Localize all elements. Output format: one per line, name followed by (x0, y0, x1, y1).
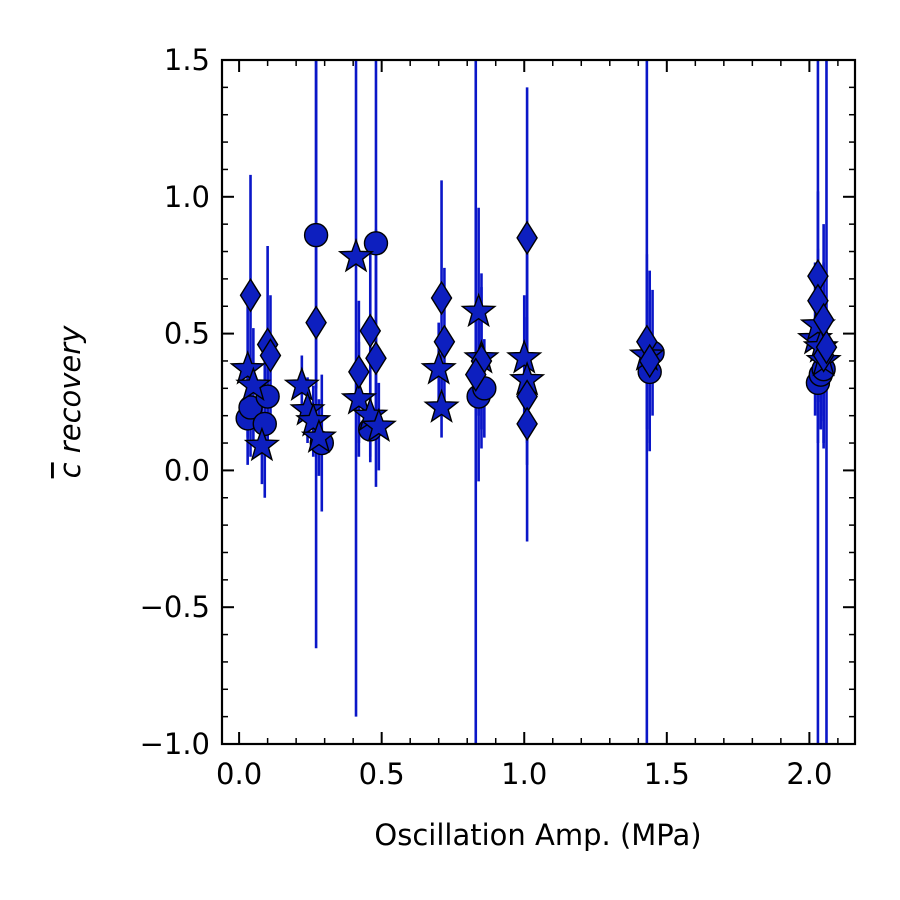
circle-point (363, 231, 389, 256)
diamond-point (516, 406, 538, 442)
star-point (229, 350, 266, 385)
star-point (360, 407, 397, 443)
x-tick-label: 0.0 (216, 757, 262, 791)
marker-layer (229, 220, 842, 462)
star-point (243, 426, 281, 462)
y-tick-label: 0.0 (164, 453, 210, 487)
circle-point (303, 222, 329, 248)
x-tick-label: 0.5 (359, 757, 405, 791)
diamond-point (259, 338, 282, 373)
circle-point (252, 411, 277, 437)
diamond-point (433, 324, 456, 360)
x-axis-title: Oscillation Amp. (MPa) (374, 818, 701, 852)
y-tick-label: 1.0 (164, 180, 210, 214)
diamond-point (305, 305, 327, 340)
errorbar-layer (246, 60, 828, 744)
axes-layer: 0.0 0.5 1.0 1.5 2.0 −1.0 −0.5 0.0 0.5 1.0 1.5 (140, 43, 857, 791)
diamond-point (348, 354, 370, 390)
x-tick-label: 1.5 (644, 757, 690, 791)
plot-frame (220, 58, 857, 746)
y-axis-title: c recovery (53, 325, 87, 479)
star-point (235, 366, 272, 402)
star-point (340, 380, 377, 415)
star-point (423, 388, 460, 423)
x-tick-label: 1.0 (501, 757, 547, 791)
star-point (295, 402, 332, 437)
circle-point (238, 395, 263, 420)
diamond-point (359, 313, 382, 349)
star-point (460, 292, 497, 328)
axis-labels: Oscillation Amp. (MPa) c recovery (53, 325, 702, 852)
y-tick-label: 1.5 (164, 43, 210, 77)
diamond-point (516, 220, 538, 256)
star-point (337, 237, 375, 273)
x-tick-label: 2.0 (786, 757, 832, 791)
y-axis-title-text: recovery (53, 325, 87, 463)
y-tick-label: −1.0 (140, 727, 210, 761)
diamond-point (239, 277, 262, 313)
star-point (506, 339, 543, 374)
star-point (283, 366, 320, 402)
diamond-point (365, 340, 387, 376)
y-tick-label: −0.5 (140, 590, 210, 624)
diamond-point (430, 280, 453, 316)
star-point (300, 418, 338, 453)
diamond-point (464, 357, 487, 392)
y-tick-label: 0.5 (164, 317, 210, 351)
star-point (420, 350, 457, 385)
y-axis-title-symbol: c (53, 462, 87, 478)
diamond-point (815, 329, 838, 365)
diamond-point (638, 343, 661, 379)
circle-point (255, 384, 280, 409)
